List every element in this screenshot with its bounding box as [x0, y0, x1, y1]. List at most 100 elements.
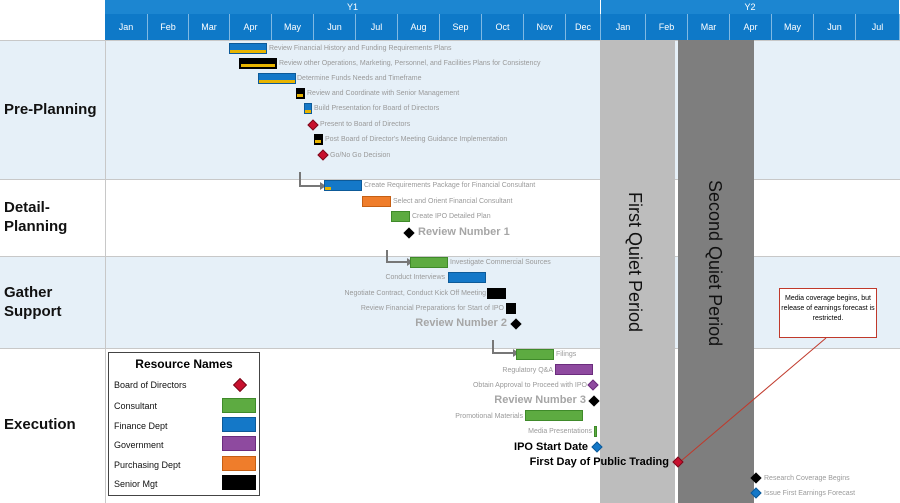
task-label: Determine Funds Needs and Timeframe [297, 75, 422, 82]
legend-item-board: Board of Directors [114, 380, 187, 390]
first-day-trading-label: First Day of Public Trading [529, 456, 669, 468]
review-label: Review Number 3 [494, 394, 586, 406]
task-bar[interactable] [304, 103, 312, 114]
task-label: Obtain Approval to Proceed with IPO [472, 382, 587, 389]
task-label: Investigate Commercial Sources [450, 259, 551, 266]
month-17: May [772, 14, 814, 40]
task-bar[interactable] [229, 43, 267, 54]
month-15: Mar [688, 14, 730, 40]
month-4: Apr [230, 14, 272, 40]
task-bar[interactable] [594, 426, 597, 437]
review-label: Review Number 2 [415, 317, 507, 329]
ipo-start-date-label: IPO Start Date [514, 441, 588, 453]
arrow-1 [299, 172, 320, 187]
progress-fill [305, 110, 311, 113]
task-bar[interactable] [525, 410, 583, 421]
month-9: Sep [440, 14, 482, 40]
progress-fill [259, 80, 295, 83]
review-label: Review Number 1 [418, 226, 510, 238]
legend-item-purchasing: Purchasing Dept [114, 460, 181, 470]
legend-swatch-finance [222, 417, 256, 432]
section-label-detail-planning: Detail- Planning [4, 199, 68, 235]
task-label: Go/No Go Decision [330, 152, 391, 159]
task-bar[interactable] [314, 134, 323, 145]
task-label: Promotional Materials [455, 413, 523, 420]
legend: Resource Names Board of Directors Consul… [108, 352, 260, 496]
legend-item-consultant: Consultant [114, 401, 158, 411]
task-label: Post Board of Director's Meeting Guidanc… [325, 136, 508, 143]
callout-note: Media coverage begins, but release of ea… [779, 288, 877, 338]
task-label: Review other Operations, Marketing, Pers… [279, 60, 541, 67]
month-18: Jun [814, 14, 856, 40]
first-quiet-period [600, 40, 675, 503]
section-label-gather-support: Gather Support [4, 284, 62, 320]
task-label: Build Presentation for Board of Director… [314, 105, 440, 112]
task-label: Create Requirements Package for Financia… [364, 182, 536, 189]
progress-fill [297, 94, 303, 97]
task-label: Research Coverage Begins [764, 475, 850, 482]
label-column-divider [105, 40, 106, 503]
task-label: Present to Board of Directors [320, 121, 411, 128]
callout-leader [680, 337, 827, 462]
legend-swatch-purchasing [222, 456, 256, 471]
task-bar[interactable] [239, 58, 277, 69]
task-label: Filings [556, 351, 577, 358]
month-14: Feb [646, 14, 688, 40]
task-bar[interactable] [391, 211, 410, 222]
first-quiet-period-label: First Quiet Period [625, 192, 645, 333]
section-label-preplanning: Pre-Planning [4, 101, 97, 118]
arrowhead-1 [320, 182, 326, 190]
legend-item-government: Government [114, 440, 164, 450]
arrow-3 [492, 340, 513, 354]
progress-fill [230, 50, 266, 53]
task-label: Create IPO Detailed Plan [412, 213, 491, 220]
month-7: Jul [356, 14, 398, 40]
legend-swatch-government [222, 436, 256, 451]
task-label: Review and Coordinate with Senior Manage… [307, 90, 460, 97]
month-8: Aug [398, 14, 440, 40]
task-label: Review Financial Preparations for Start … [360, 305, 504, 312]
month-16: Apr [730, 14, 772, 40]
second-quiet-period [678, 40, 754, 503]
task-bar[interactable] [448, 272, 486, 283]
task-bar[interactable] [487, 288, 506, 299]
task-bar[interactable] [258, 73, 296, 84]
month-10: Oct [482, 14, 524, 40]
task-label: Select and Orient Financial Consultant [393, 198, 513, 205]
task-bar[interactable] [516, 349, 554, 360]
arrow-2 [386, 250, 407, 263]
progress-fill [315, 140, 321, 143]
progress-fill [241, 64, 275, 67]
legend-title: Resource Names [135, 357, 233, 371]
task-label: Issue First Earnings Forecast [764, 490, 856, 497]
task-label: Review Financial History and Funding Req… [269, 45, 452, 52]
task-bar[interactable] [410, 257, 448, 268]
progress-fill [325, 187, 331, 190]
month-12: Dec [566, 14, 601, 40]
month-3: Mar [189, 14, 230, 40]
task-bar[interactable] [362, 196, 391, 207]
header-left-blank [0, 0, 105, 40]
task-bar[interactable] [506, 303, 516, 314]
task-label: Regulatory Q&A [502, 367, 553, 374]
legend-swatch-board [232, 377, 248, 393]
task-label: Conduct Interviews [385, 274, 445, 281]
legend-swatch-senior-mgt [222, 475, 256, 490]
legend-item-finance: Finance Dept [114, 421, 168, 431]
month-13: Jan [601, 14, 646, 40]
task-label: Media Presentations [528, 428, 592, 435]
month-6: Jun [314, 14, 356, 40]
year-y1: Y1 [105, 0, 601, 14]
section-label-execution: Execution [4, 416, 76, 433]
month-2: Feb [148, 14, 189, 40]
legend-swatch-consultant [222, 398, 256, 413]
month-1: Jan [105, 14, 148, 40]
legend-item-senior-mgt: Senior Mgt [114, 479, 158, 489]
task-bar[interactable] [555, 364, 593, 375]
second-quiet-period-label: Second Quiet Period [705, 180, 725, 347]
month-5: May [272, 14, 314, 40]
month-11: Nov [524, 14, 566, 40]
task-bar[interactable] [296, 88, 305, 99]
task-bar[interactable] [324, 180, 362, 191]
